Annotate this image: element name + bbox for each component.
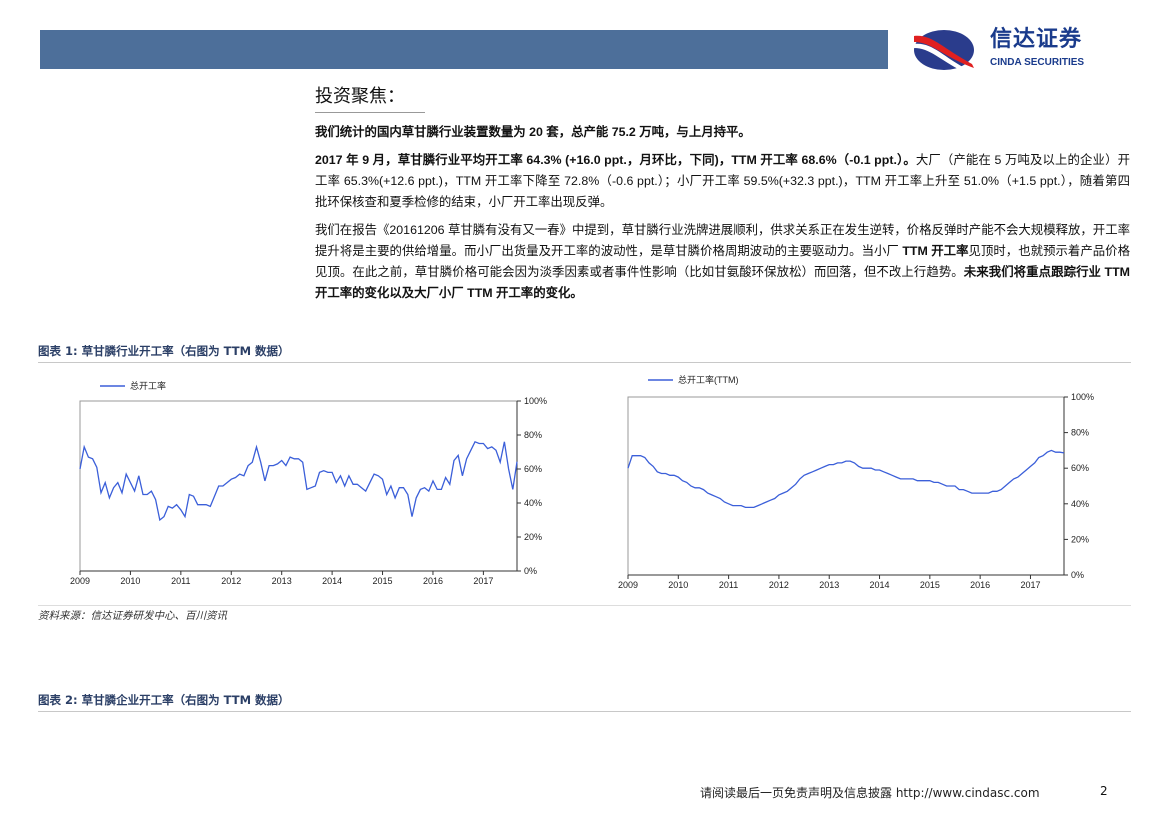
x-tick-label: 2013 <box>819 580 839 590</box>
y-tick-label: 60% <box>1071 463 1089 473</box>
text-block: 我们统计的国内草甘膦行业装置数量为 20 套，总产能 75.2 万吨，与上月持平… <box>0 122 1169 344</box>
paragraph-3-a: 我们在报告《20161206 草甘膦有没有又一春》中提到，草甘膦行业洗牌进展顺利… <box>315 223 1130 258</box>
x-tick-label: 2017 <box>1020 580 1040 590</box>
paragraph-1: 我们统计的国内草甘膦行业装置数量为 20 套，总产能 75.2 万吨，与上月持平… <box>315 125 751 139</box>
x-tick-label: 2016 <box>970 580 990 590</box>
x-tick-label: 2014 <box>870 580 890 590</box>
y-tick-label: 60% <box>524 464 542 474</box>
chart-operating-rate: 总开工率 0% 20% 40% 60% 80% 100% 2009 2010 2011 2012 20… <box>70 380 547 586</box>
x-tick-label: 2015 <box>373 576 393 586</box>
y-tick-label: 100% <box>1071 392 1094 402</box>
x-tick-label: 2012 <box>221 576 241 586</box>
x-tick-label: 2015 <box>920 580 940 590</box>
y-tick-label: 20% <box>1071 534 1089 544</box>
paragraph-2-bold: 2017 年 9 月，草甘膦行业平均开工率 64.3% (+16.0 ppt.，… <box>315 153 916 167</box>
legend-label: 总开工率(TTM) <box>678 374 739 385</box>
content-flow: 我们统计的国内草甘膦行业装置数量为 20 套，总产能 75.2 万吨，与上月持平… <box>0 122 1169 712</box>
series-line <box>79 440 518 522</box>
x-tick-label: 2011 <box>719 580 738 590</box>
paragraph-2: 2017 年 9 月，草甘膦行业平均开工率 64.3% (+16.0 ppt.，… <box>315 150 1130 213</box>
series-line <box>627 449 1065 509</box>
section-title: 投资聚焦： <box>315 86 425 113</box>
x-tick-label: 2017 <box>473 576 493 586</box>
cinda-logo-icon <box>914 30 974 71</box>
x-tick-label: 2010 <box>120 576 140 586</box>
paragraph-3-b: TTM 开工率 <box>902 244 969 258</box>
logo-text-cn: 信达证券 <box>990 27 1083 52</box>
legend-label: 总开工率 <box>130 380 166 391</box>
logo-text-en: CINDA SECURITIES <box>990 57 1085 68</box>
header-bar <box>40 30 888 69</box>
x-tick-label: 2011 <box>171 576 190 586</box>
paragraph-2-rest: 大厂（产能在 5 万吨及以上的企业）开工率 65.3%(+12.6 ppt.)，… <box>315 153 1130 209</box>
y-tick-label: 0% <box>1071 570 1084 580</box>
x-tick-label: 2009 <box>70 576 90 586</box>
plot-frame <box>627 396 1065 576</box>
figure-2-caption: 图表 2: 草甘膦企业开工率（右图为 TTM 数据） <box>38 693 1131 712</box>
x-tick-label: 2009 <box>618 580 638 590</box>
x-tick-label: 2013 <box>272 576 292 586</box>
x-tick-label: 2010 <box>668 580 688 590</box>
figure-1-caption: 图表 1: 草甘膦行业开工率（右图为 TTM 数据） <box>38 344 1131 363</box>
x-tick-label: 2012 <box>769 580 789 590</box>
y-tick-label: 0% <box>524 566 537 576</box>
plot-frame <box>79 400 518 572</box>
paragraph-3-c: 见顶时，也就预示着产品价格见顶。在此之前，草甘膦价格可能会因为淡季因素或者事件性… <box>315 244 1130 279</box>
y-tick-label: 80% <box>1071 428 1089 438</box>
y-tick-label: 20% <box>524 532 542 542</box>
footer-disclaimer: 请阅读最后一页免责声明及信息披露 http://www.cindasc.com <box>700 786 1040 800</box>
y-tick-label: 100% <box>524 396 547 406</box>
y-tick-label: 80% <box>524 430 542 440</box>
y-tick-label: 40% <box>524 498 542 508</box>
figure-1-source: 资料来源：信达证券研发中心、百川资讯 <box>38 605 1131 623</box>
y-tick-label: 40% <box>1071 499 1089 509</box>
page-number: 2 <box>1100 784 1108 798</box>
x-tick-label: 2014 <box>322 576 342 586</box>
paragraph-3-d: 未来我们将重点跟踪行业 TTM 开工率的变化以及大厂小厂 TTM 开工率的变化。 <box>315 265 1131 300</box>
figure-1-charts: 总开工率 0% 20% 40% 60% 80% 100% 2009 2010 2011 2012 20… <box>0 363 1169 605</box>
paragraph-3: 我们在报告《20161206 草甘膦有没有又一春》中提到，草甘膦行业洗牌进展顺利… <box>315 220 1130 304</box>
x-tick-label: 2016 <box>423 576 443 586</box>
chart-operating-rate-ttm: 总开工率(TTM) 0% 20% 40% 60% 80% 100% 2009 2010 2011 2… <box>618 374 1094 590</box>
